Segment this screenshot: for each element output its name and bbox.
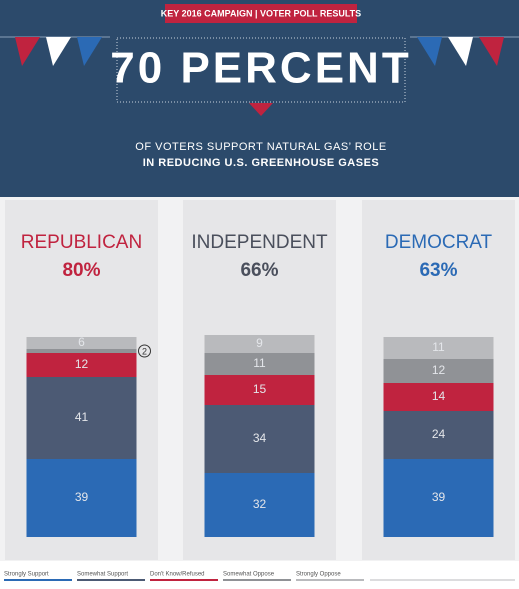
label-circle [138, 344, 151, 358]
bar-segment [204, 405, 315, 473]
title-frame [116, 37, 406, 103]
bar-segment [26, 459, 137, 537]
party-name: REPUBLICAN [21, 232, 142, 253]
segment-label: 11 [253, 356, 266, 370]
segment-label: 12 [75, 357, 89, 371]
party-name: INDEPENDENT [191, 232, 328, 253]
legend-label: Don't Know/Refused [150, 572, 205, 578]
bar-segment [383, 411, 494, 459]
segment-label: 15 [253, 382, 267, 396]
bar-segment [204, 473, 315, 537]
legend-label: Somewhat Support [77, 572, 128, 578]
pointer [249, 103, 273, 116]
bar-segment [204, 375, 315, 405]
segment-label: 41 [75, 410, 89, 424]
segment-label: 24 [432, 427, 446, 441]
legend-label: Strongly Oppose [296, 572, 341, 578]
bar-segment [383, 459, 494, 537]
segment-label: 34 [253, 431, 267, 445]
bar-segment [204, 353, 315, 375]
bar-segment [26, 337, 137, 349]
bar-segment [383, 383, 494, 411]
segment-label: 14 [432, 389, 446, 403]
party-name: DEMOCRAT [385, 232, 493, 253]
legend-label: Strongly Support [4, 572, 49, 578]
bunting-right [410, 36, 519, 66]
banner: KEY 2016 CAMPAIGN | VOTER POLL RESULTS [161, 8, 361, 18]
party-total: 63% [419, 260, 457, 281]
bunting-left [0, 36, 110, 66]
bar-segment [383, 337, 494, 359]
bar-segment [204, 335, 315, 353]
segment-label: 39 [432, 490, 446, 504]
party-total: 66% [240, 260, 278, 281]
segment-label: 12 [432, 363, 446, 377]
bar-segment [26, 353, 137, 377]
subtitle: IN REDUCING U.S. GREENHOUSE GASES [143, 157, 380, 169]
segment-label: 32 [253, 497, 267, 511]
title: 70 PERCENT [110, 44, 411, 93]
legend-label: Somewhat Oppose [223, 572, 275, 578]
segment-label: 9 [256, 336, 263, 350]
header-panel [0, 0, 519, 197]
banner-box [165, 4, 357, 23]
subtitle: OF VOTERS SUPPORT NATURAL GAS’ ROLE [135, 141, 386, 153]
segment-label: 11 [432, 340, 445, 354]
segment-label: 39 [75, 490, 89, 504]
segment-label: 2 [142, 346, 147, 356]
party-total: 80% [62, 260, 100, 281]
bar-segment [26, 377, 137, 459]
bar-segment [26, 349, 137, 353]
segment-label: 6 [78, 335, 85, 349]
bar-segment [383, 359, 494, 383]
